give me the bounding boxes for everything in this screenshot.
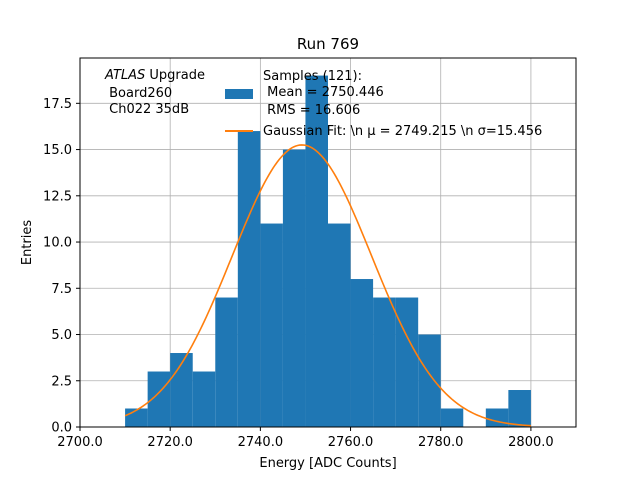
x-tick-label: 2720.0 <box>147 435 193 450</box>
gaussian-fit <box>124 144 531 427</box>
histogram-bar <box>508 390 531 427</box>
y-tick-label: 5.0 <box>51 328 72 343</box>
histogram-bar <box>192 371 216 427</box>
y-tick-label: 10.0 <box>43 236 72 251</box>
annotation-upgrade-word: Upgrade <box>145 68 205 83</box>
chart-title: Run 769 <box>297 35 359 53</box>
histogram-bar <box>125 408 148 427</box>
histogram-bar <box>395 297 419 427</box>
histogram-bars <box>125 75 531 428</box>
histogram-bar <box>350 279 374 427</box>
annotation-atlas-line: ATLAS Upgrade <box>104 68 205 83</box>
y-tick-label: 15.0 <box>43 143 72 158</box>
axis-ticks: 2700.0 2720.0 2740.0 2760.0 2780.0 2800.0 0.0 2… <box>43 97 554 450</box>
histogram-bar <box>328 223 351 427</box>
y-tick-label: 7.5 <box>51 282 72 297</box>
histogram-bar <box>440 408 464 427</box>
x-tick-label: 2760.0 <box>328 435 374 450</box>
x-tick-label: 2740.0 <box>238 435 284 450</box>
atlas-annotation: ATLAS Upgrade Board260 Ch022 35dB <box>104 68 205 117</box>
histogram-bar <box>282 149 306 427</box>
legend-samples-swatch <box>225 89 253 99</box>
y-axis-label: Entries <box>20 220 35 266</box>
histogram-bar <box>305 75 328 428</box>
annotation-channel-line: Ch022 35dB <box>105 102 189 117</box>
histogram-bar <box>485 408 509 427</box>
legend-fit-label: Gaussian Fit: \n μ = 2749.215 \n σ=15.45… <box>263 124 542 139</box>
annotation-board-line: Board260 <box>105 86 172 101</box>
annotation-atlas-word: ATLAS <box>104 68 145 83</box>
y-tick-label: 2.5 <box>51 374 72 389</box>
histogram-bar <box>373 297 396 427</box>
histogram-bar <box>418 334 441 427</box>
y-tick-label: 0.0 <box>51 421 72 436</box>
x-tick-label: 2780.0 <box>418 435 464 450</box>
y-tick-label: 12.5 <box>43 189 72 204</box>
legend: Samples (121): Mean = 2750.446 RMS = 16.… <box>225 69 542 139</box>
x-axis-label: Energy [ADC Counts] <box>259 456 396 471</box>
legend-mean-label: Mean = 2750.446 <box>263 85 384 100</box>
histogram-bar <box>260 223 283 427</box>
legend-samples-label: Samples (121): <box>263 69 362 84</box>
legend-rms-label: RMS = 16.606 <box>263 103 360 118</box>
x-tick-label: 2700.0 <box>57 435 103 450</box>
histogram-bar <box>215 297 238 427</box>
y-tick-label: 17.5 <box>43 97 72 112</box>
x-tick-label: 2800.0 <box>508 435 554 450</box>
histogram-bar <box>237 131 261 427</box>
gaussian-fit-curve <box>124 144 531 427</box>
